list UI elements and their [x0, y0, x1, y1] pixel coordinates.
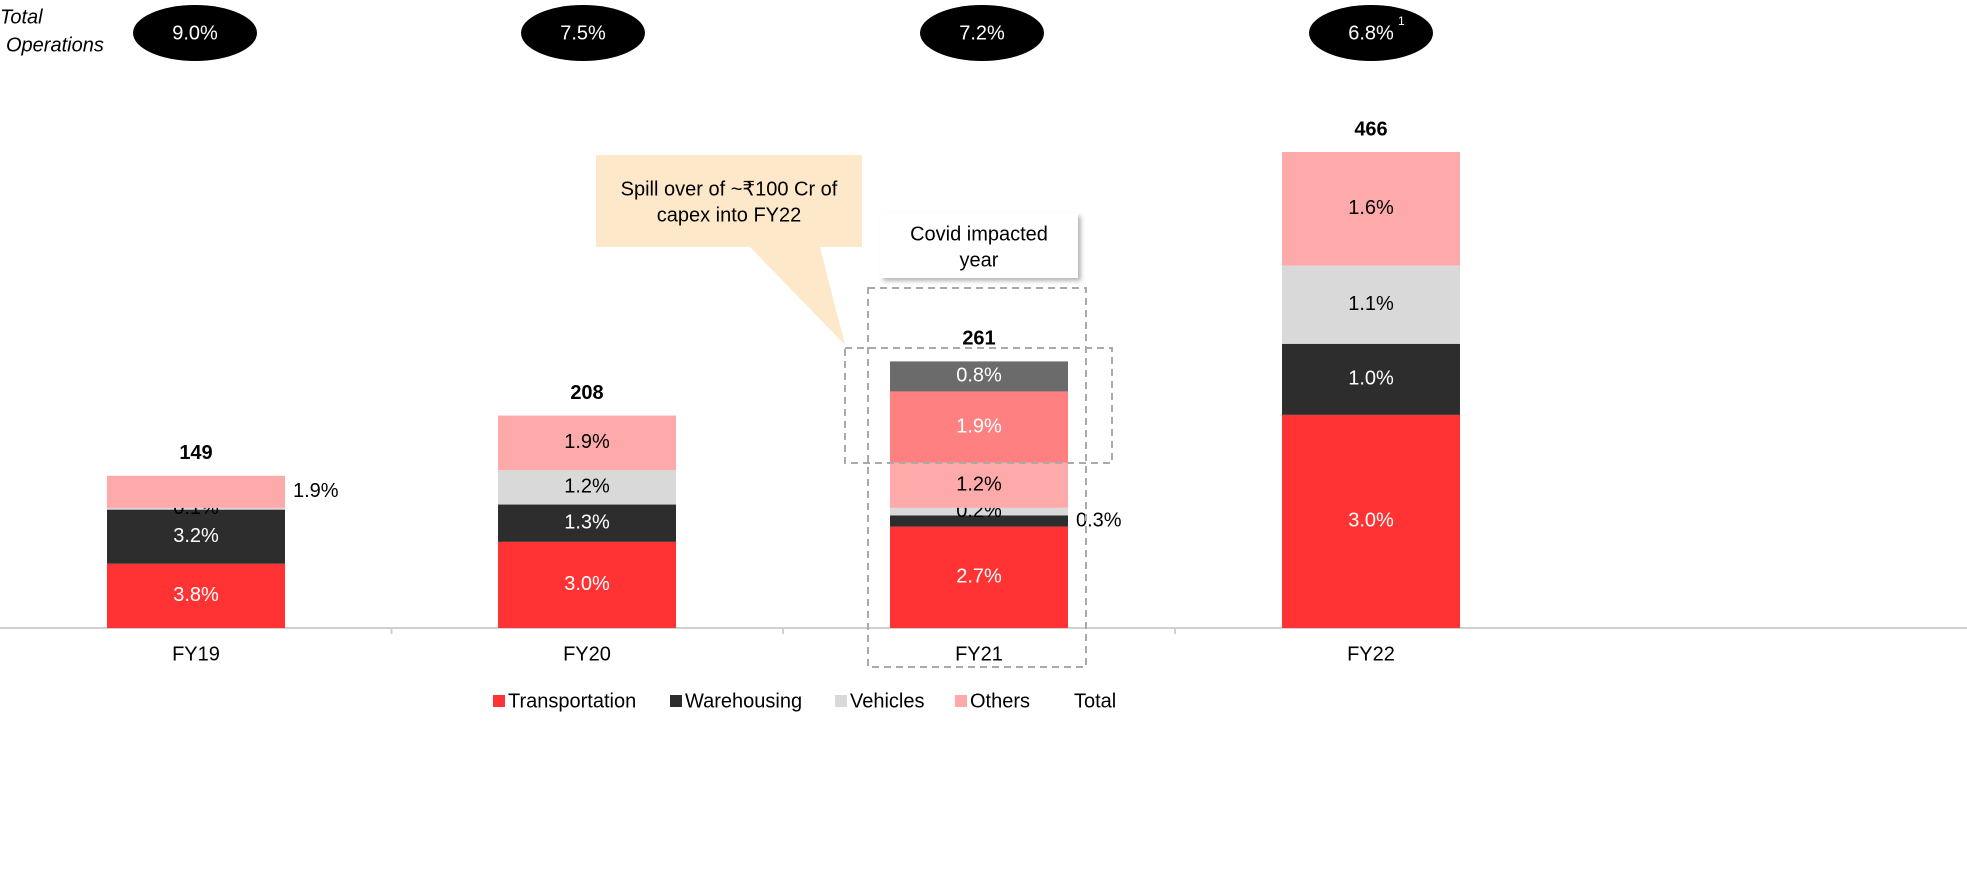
- value-label: 3.2%: [173, 525, 219, 547]
- row-label: Total: [0, 6, 43, 28]
- value-label: 1.2%: [956, 474, 1002, 496]
- ratio-bubble: [920, 5, 1044, 61]
- value-label: 1.9%: [956, 415, 1002, 437]
- ratio-label: 6.8%: [1348, 22, 1394, 44]
- bar-segment: [1282, 265, 1460, 344]
- total-label: 466: [1354, 118, 1387, 140]
- legend-label: Total: [1074, 690, 1116, 712]
- bar-segment: [890, 526, 1068, 628]
- bar-segment: [498, 415, 676, 471]
- bar-segment: [890, 507, 1068, 516]
- ratio-bubble: [133, 5, 257, 61]
- bar-segment: [107, 507, 285, 510]
- value-label: 0.8%: [956, 365, 1002, 387]
- value-label: 1.9%: [564, 431, 610, 453]
- x-tick-label: FY21: [955, 643, 1003, 665]
- bar-segment: [890, 462, 1068, 508]
- highlight-box: [844, 347, 1113, 464]
- ratio-label: 7.2%: [959, 22, 1005, 44]
- value-label: 1.2%: [564, 476, 610, 498]
- x-tick-label: FY20: [563, 643, 611, 665]
- x-tick-label: FY22: [1347, 643, 1395, 665]
- callout: [596, 155, 862, 345]
- bar-segment: [498, 541, 676, 628]
- bar-segment: [107, 475, 285, 508]
- note-box: [880, 213, 1078, 278]
- value-label: 1.0%: [1348, 368, 1394, 390]
- bar-segment: [890, 391, 1068, 463]
- legend-swatch: [955, 695, 967, 707]
- ratio-label: 9.0%: [172, 22, 218, 44]
- legend-label: Transportation: [508, 690, 636, 712]
- legend-label: Warehousing: [685, 690, 802, 712]
- bar-segment: [107, 563, 285, 628]
- bar-segment: [498, 470, 676, 505]
- total-label: 149: [179, 442, 212, 464]
- legend-swatch: [493, 695, 505, 707]
- value-label: 0.3%: [1076, 509, 1122, 531]
- value-label: 2.7%: [956, 566, 1002, 588]
- legend-swatch: [670, 695, 682, 707]
- legend-label: Others: [970, 690, 1030, 712]
- callout-text: capex into FY22: [657, 204, 802, 226]
- footnote: 1: [1398, 14, 1405, 28]
- value-label: 1.6%: [1348, 197, 1394, 219]
- ratio-bubble: [1309, 5, 1433, 61]
- ratio-label: 7.5%: [560, 22, 606, 44]
- bar-segment: [1282, 414, 1460, 628]
- value-label: 1.1%: [1348, 293, 1394, 315]
- bar-segment: [1282, 152, 1460, 266]
- note-text: Covid impacted: [910, 223, 1048, 245]
- total-label: 261: [962, 328, 995, 350]
- callout-text: Spill over of ~₹100 Cr of: [621, 178, 838, 200]
- value-label: 3.0%: [564, 573, 610, 595]
- value-label: 3.0%: [1348, 510, 1394, 532]
- bar-segment: [107, 509, 285, 564]
- legend-label: Vehicles: [850, 690, 925, 712]
- ratio-bubble: [521, 5, 645, 61]
- row-label: Operations: [6, 34, 104, 56]
- x-tick-label: FY19: [172, 643, 220, 665]
- legend-swatch: [835, 695, 847, 707]
- note-text: year: [960, 249, 999, 271]
- value-label: 3.8%: [173, 584, 219, 606]
- bar-segment: [498, 504, 676, 542]
- value-label: 1.9%: [293, 480, 339, 502]
- bar-segment: [1282, 343, 1460, 415]
- bar-segment: [890, 515, 1068, 527]
- value-label: 1.3%: [564, 511, 610, 533]
- total-label: 208: [570, 382, 603, 404]
- highlight-box: [867, 287, 1087, 668]
- bar-segment: [890, 361, 1068, 392]
